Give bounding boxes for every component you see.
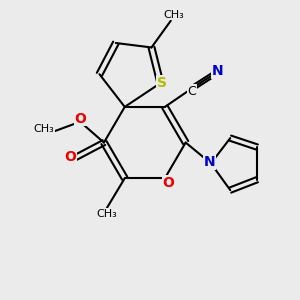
Text: CH₃: CH₃: [97, 209, 117, 219]
Text: O: O: [64, 150, 76, 164]
Text: C: C: [187, 85, 196, 98]
Text: CH₃: CH₃: [33, 124, 54, 134]
Text: O: O: [74, 112, 86, 126]
Text: S: S: [157, 76, 167, 90]
Text: N: N: [212, 64, 223, 78]
Text: O: O: [163, 176, 174, 190]
Text: CH₃: CH₃: [164, 10, 184, 20]
Text: N: N: [204, 155, 215, 169]
